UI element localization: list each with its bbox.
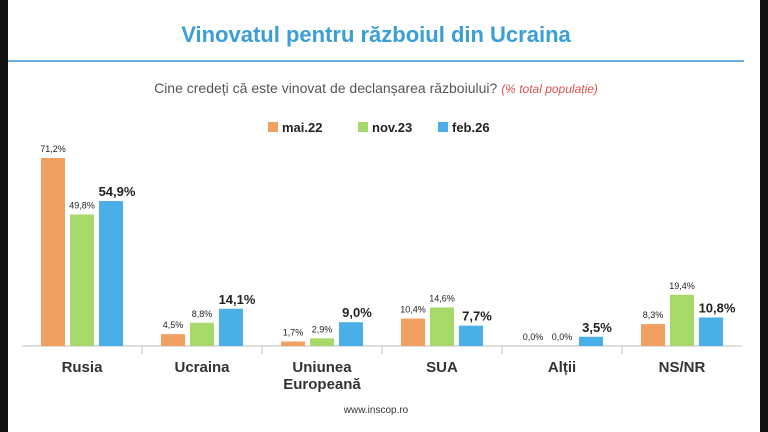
category-label-1: Ucraina: [174, 359, 230, 376]
bar-feb.26-3: [459, 325, 483, 346]
data-label-feb.26-5: 10,8%: [699, 300, 736, 315]
legend-swatch-mai.22: [268, 122, 278, 132]
bar-mai.22-5: [641, 324, 665, 346]
legend-swatch-feb.26: [438, 122, 448, 132]
data-label-feb.26-3: 7,7%: [462, 309, 492, 324]
data-label-mai.22-1: 4,5%: [163, 320, 184, 330]
category-label-2: Uniunea: [292, 359, 352, 376]
data-label-nov.23-2: 2,9%: [312, 324, 333, 334]
legend-label-feb.26: feb.26: [452, 120, 490, 135]
data-label-feb.26-2: 9,0%: [342, 305, 372, 320]
bar-mai.22-3: [401, 318, 425, 346]
category-label-4: Alții: [548, 359, 576, 376]
bar-nov.23-2: [310, 338, 334, 346]
frame-left-border: [0, 0, 8, 432]
bar-mai.22-0: [41, 158, 65, 346]
bar-feb.26-4: [579, 336, 603, 346]
chart-subtitle: Cine credeți că este vinovat de declanșa…: [8, 80, 744, 96]
bar-nov.23-3: [430, 307, 454, 346]
data-label-mai.22-0: 71,2%: [40, 144, 66, 154]
bar-mai.22-1: [161, 334, 185, 346]
title-band: Vinovatul pentru războiul din Ucraina: [8, 10, 744, 62]
subtitle-question: Cine credeți că este vinovat de declanșa…: [154, 80, 498, 96]
bar-nov.23-1: [190, 322, 214, 346]
category-label-3: SUA: [426, 359, 458, 376]
subtitle-note: (% total populație): [501, 82, 598, 96]
category-label-2: Europeană: [283, 376, 361, 393]
bar-feb.26-5: [699, 317, 723, 346]
frame-right-border: [760, 0, 768, 432]
bar-feb.26-0: [99, 201, 123, 346]
bar-feb.26-1: [219, 308, 243, 346]
category-label-5: NS/NR: [659, 359, 706, 376]
data-label-nov.23-3: 14,6%: [429, 293, 455, 303]
data-label-mai.22-2: 1,7%: [283, 328, 304, 338]
bar-nov.23-5: [670, 294, 694, 346]
data-label-feb.26-4: 3,5%: [582, 320, 612, 335]
bar-feb.26-2: [339, 322, 363, 346]
legend-label-mai.22: mai.22: [282, 120, 322, 135]
bar-nov.23-0: [70, 214, 94, 346]
data-label-feb.26-0: 54,9%: [99, 184, 136, 199]
legend-label-nov.23: nov.23: [372, 120, 412, 135]
slide: [8, 0, 760, 432]
data-label-mai.22-5: 8,3%: [643, 310, 664, 320]
legend-swatch-nov.23: [358, 122, 368, 132]
data-label-mai.22-3: 10,4%: [400, 305, 426, 315]
data-label-nov.23-4: 0,0%: [552, 332, 573, 342]
bar-mai.22-2: [281, 341, 305, 346]
data-label-mai.22-4: 0,0%: [523, 332, 544, 342]
data-label-nov.23-5: 19,4%: [669, 281, 695, 291]
chart-title: Vinovatul pentru războiul din Ucraina: [181, 22, 571, 47]
data-label-nov.23-1: 8,8%: [192, 309, 213, 319]
source-url: www.inscop.ro: [343, 405, 409, 416]
data-label-nov.23-0: 49,8%: [69, 201, 95, 211]
data-label-feb.26-1: 14,1%: [219, 292, 256, 307]
category-label-0: Rusia: [62, 359, 104, 376]
